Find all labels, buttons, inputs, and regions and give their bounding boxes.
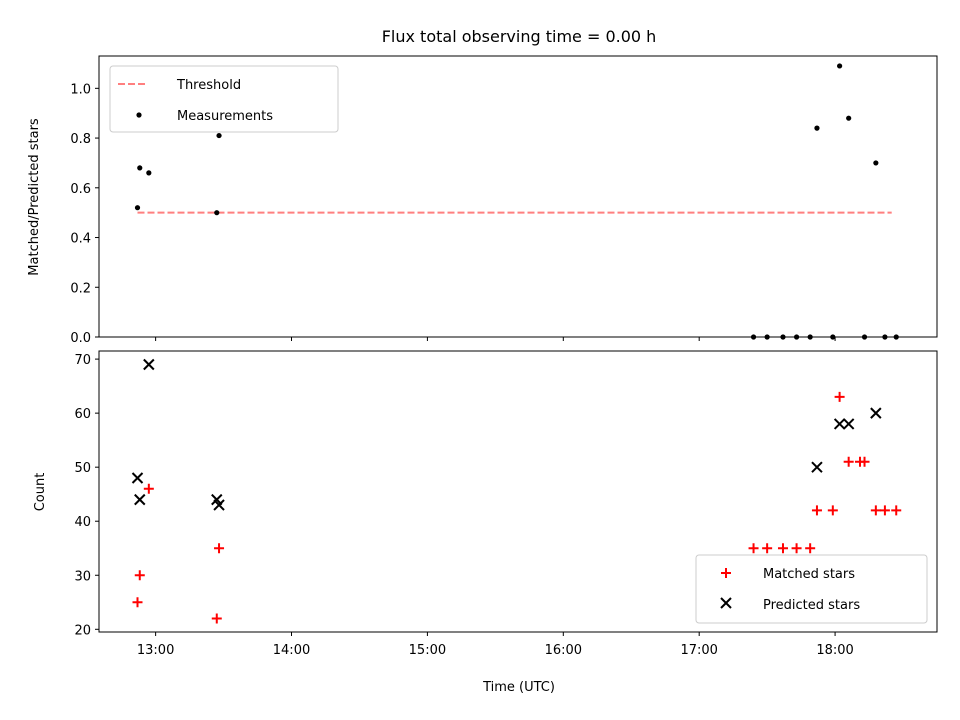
measurement-point xyxy=(830,334,836,340)
x-axis-label: Time (UTC) xyxy=(482,680,555,695)
matched-star-point xyxy=(843,456,854,467)
predicted-star-point xyxy=(811,461,823,473)
x-tick-label: 16:00 xyxy=(545,643,582,658)
measurement-point xyxy=(873,160,879,166)
measurement-point xyxy=(216,132,222,139)
x-tick-label: 14:00 xyxy=(273,643,310,658)
top-y-axis-label: Matched/Predicted stars xyxy=(27,118,42,276)
predicted-star-point xyxy=(833,418,846,430)
bottom-y-tick-label: 60 xyxy=(74,407,91,422)
top-panel: 0.0 0.2 0.4 0.6 0.8 1.0 Threshold Measurements xyxy=(70,55,938,346)
matched-star-point xyxy=(143,483,154,494)
top-y-tick-label: 0.0 xyxy=(70,331,91,346)
predicted-star-point xyxy=(143,358,155,371)
matched-star-point xyxy=(827,505,838,516)
matched-star-point xyxy=(777,543,788,554)
top-plot-frame xyxy=(98,55,938,338)
x-tick-label: 13:00 xyxy=(137,643,174,658)
x-tick-label: 15:00 xyxy=(409,643,446,658)
measurement-point xyxy=(214,210,220,216)
matched-star-point xyxy=(834,391,845,402)
matched-star-point xyxy=(214,543,225,554)
measurement-point xyxy=(837,63,843,69)
matched-star-point xyxy=(891,505,902,516)
predicted-star-point xyxy=(213,499,225,511)
measurement-point xyxy=(793,334,800,340)
legend-matched-label: Matched stars xyxy=(763,567,855,582)
top-y-tick-label: 0.6 xyxy=(70,182,91,197)
matched-star-point xyxy=(870,505,881,516)
matched-star-point xyxy=(762,543,773,554)
x-tick-label: 17:00 xyxy=(680,643,717,658)
measurement-point xyxy=(893,334,899,340)
matched-star-point xyxy=(859,456,870,467)
top-legend-box xyxy=(109,65,339,133)
top-y-tick-label: 0.4 xyxy=(70,232,91,247)
measurement-point xyxy=(764,334,770,340)
measurement-point xyxy=(861,334,868,340)
bottom-y-tick-label: 50 xyxy=(74,461,91,476)
bottom-legend-box xyxy=(695,554,928,624)
predicted-star-point xyxy=(870,407,882,419)
measurement-point xyxy=(137,165,143,171)
matched-star-point xyxy=(879,505,890,516)
predicted-star-point xyxy=(842,418,855,430)
top-y-tick-label: 0.8 xyxy=(70,132,91,147)
top-y-tick-label: 0.2 xyxy=(70,281,91,296)
predicted-star-point xyxy=(131,472,144,484)
top-legend: Threshold Measurements xyxy=(109,65,339,133)
measurement-point xyxy=(134,205,141,211)
matched-star-point xyxy=(805,543,816,554)
measurement-point xyxy=(750,334,757,340)
matched-star-point xyxy=(211,613,222,624)
legend-threshold-label: Threshold xyxy=(176,78,241,93)
measurement-point xyxy=(146,170,152,176)
bottom-y-tick-label: 30 xyxy=(74,569,91,584)
legend-measurements-label: Measurements xyxy=(177,109,273,124)
matched-star-point xyxy=(748,543,759,554)
bottom-y-tick-label: 40 xyxy=(74,515,91,530)
legend-predicted-label: Predicted stars xyxy=(763,598,860,613)
matched-star-point xyxy=(134,570,145,581)
measurement-point xyxy=(807,334,813,340)
top-y-tick-label: 1.0 xyxy=(70,82,91,97)
x-tick-label: 18:00 xyxy=(816,643,853,658)
legend-predicted-swatch xyxy=(720,597,732,609)
legend-matched-swatch xyxy=(721,568,731,578)
matched-star-point xyxy=(811,505,822,516)
bottom-plot-frame xyxy=(98,350,938,633)
measurement-point xyxy=(882,334,888,340)
predicted-star-point xyxy=(134,493,146,506)
matched-star-point xyxy=(791,543,802,554)
bottom-y-axis-label: Count xyxy=(33,473,48,512)
measurement-point xyxy=(814,125,820,131)
matched-star-point xyxy=(132,597,143,608)
bottom-y-tick-label: 70 xyxy=(74,353,91,368)
bottom-legend: Matched stars Predicted stars xyxy=(695,554,928,624)
measurement-point xyxy=(780,334,786,340)
bottom-y-tick-label: 20 xyxy=(74,623,91,638)
top-chart-title: Flux total observing time = 0.00 h xyxy=(382,27,657,46)
legend-measurements-swatch xyxy=(136,112,142,118)
measurement-point xyxy=(846,115,852,121)
bottom-panel: 20 30 40 50 60 70 13:00 14:00 15:00 16:00 17:00 18:… xyxy=(74,350,938,658)
